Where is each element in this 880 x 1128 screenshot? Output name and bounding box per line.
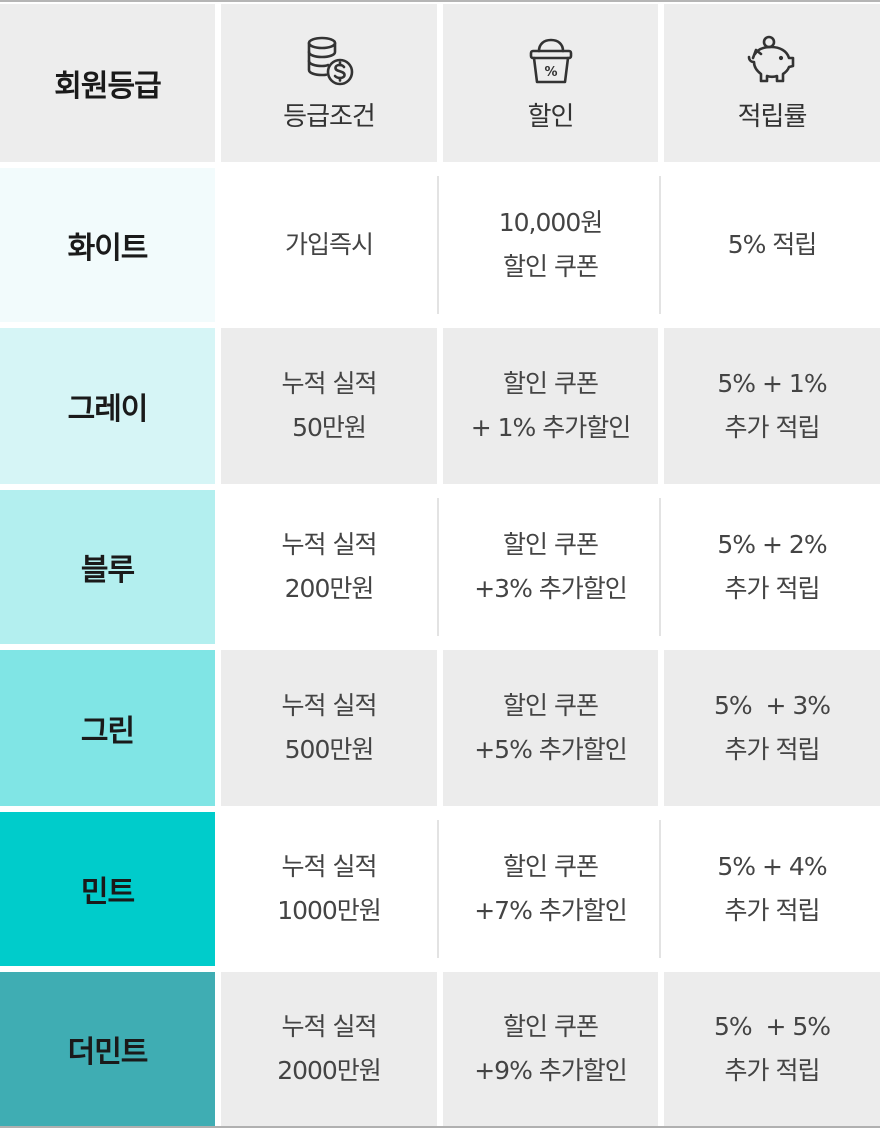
condition-text: 50만원: [292, 413, 367, 442]
rate-text: 추가 적립: [724, 1056, 821, 1085]
grade-name: 그레이: [67, 392, 149, 427]
grade-name: 그린: [80, 714, 135, 749]
condition-text: 누적 실적: [281, 530, 378, 559]
header-discount-label: 할인: [527, 101, 575, 132]
column-divider: [437, 176, 439, 314]
table-row: 그레이 누적 실적 50만원 할인 쿠폰 + 1% 추가할인 5% + 1% 추…: [0, 328, 880, 484]
discount-text: 할인 쿠폰: [503, 369, 599, 398]
condition-cell: 누적 실적 1000만원: [221, 812, 437, 966]
header-condition-cell: 등급조건: [221, 4, 437, 162]
discount-text: 할인 쿠폰: [503, 852, 599, 881]
condition-text: 500만원: [284, 735, 375, 764]
table-row: 더민트 누적 실적 2000만원 할인 쿠폰 +9% 추가할인 5% + 5% …: [0, 972, 880, 1126]
table-row: 블루 누적 실적 200만원 할인 쿠폰 +3% 추가할인 5% + 2% 추가…: [0, 490, 880, 644]
discount-cell: 할인 쿠폰 +9% 추가할인: [443, 972, 658, 1126]
condition-cell: 누적 실적 200만원: [221, 490, 437, 644]
header-rate-cell: 적립률: [664, 4, 880, 162]
table-row: 민트 누적 실적 1000만원 할인 쿠폰 +7% 추가할인 5% + 4% 추…: [0, 812, 880, 966]
discount-cell: 10,000원 할인 쿠폰: [443, 168, 658, 322]
rate-text: 추가 적립: [724, 735, 821, 764]
piggy-bank-icon: [747, 35, 795, 82]
discount-cell: 할인 쿠폰 +3% 추가할인: [443, 490, 658, 644]
column-divider: [659, 820, 661, 958]
grade-name: 더민트: [67, 1035, 149, 1070]
grade-cell: 더민트: [0, 972, 215, 1126]
rate-cell: 5% 적립: [664, 168, 880, 322]
discount-text: 10,000원: [498, 208, 603, 237]
discount-cell: 할인 쿠폰 +5% 추가할인: [443, 650, 658, 806]
rate-cell: 5% + 1% 추가 적립: [664, 328, 880, 484]
rate-text: 5% + 1%: [717, 369, 827, 398]
svg-text:%: %: [544, 65, 557, 80]
rate-text: 5% + 4%: [717, 852, 827, 881]
discount-text: +7% 추가할인: [474, 896, 628, 925]
header-row: 회원등급 등급조건: [0, 4, 880, 162]
table-row: 화이트 가입즉시 10,000원 할인 쿠폰 5% 적립: [0, 168, 880, 322]
rate-cell: 5% + 5% 추가 적립: [664, 972, 880, 1126]
header-rate-label: 적립률: [737, 101, 808, 132]
discount-text: 할인 쿠폰: [503, 691, 599, 720]
grade-cell: 그레이: [0, 328, 215, 484]
rate-cell: 5% + 2% 추가 적립: [664, 490, 880, 644]
rate-text: 추가 적립: [724, 896, 821, 925]
rate-text: 5% + 3%: [713, 691, 831, 720]
condition-text: 누적 실적: [281, 369, 378, 398]
rate-text: 5% + 5%: [713, 1012, 831, 1041]
grade-cell: 그린: [0, 650, 215, 806]
table-row: 그린 누적 실적 500만원 할인 쿠폰 +5% 추가할인 5% + 3% 추가…: [0, 650, 880, 806]
rate-text: 5% + 2%: [717, 530, 827, 559]
column-divider: [437, 820, 439, 958]
rate-text: 추가 적립: [724, 413, 821, 442]
rate-text: 추가 적립: [724, 574, 821, 603]
grade-name: 민트: [80, 875, 135, 910]
discount-text: +5% 추가할인: [474, 735, 628, 764]
column-divider: [437, 498, 439, 636]
condition-text: 1000만원: [277, 896, 382, 925]
coins-dollar-icon: [307, 36, 354, 85]
header-condition-label: 등급조건: [283, 101, 376, 132]
discount-text: + 1% 추가할인: [470, 413, 632, 442]
condition-text: 누적 실적: [281, 1012, 378, 1041]
discount-cell: 할인 쿠폰 +7% 추가할인: [443, 812, 658, 966]
rate-cell: 5% + 3% 추가 적립: [664, 650, 880, 806]
percent-basket-icon: %: [529, 38, 572, 83]
discount-cell: 할인 쿠폰 + 1% 추가할인: [443, 328, 658, 484]
condition-text: 누적 실적: [281, 691, 378, 720]
discount-text: 할인 쿠폰: [503, 530, 599, 559]
condition-text: 200만원: [284, 574, 375, 603]
grade-name: 블루: [80, 553, 135, 588]
condition-cell: 누적 실적 500만원: [221, 650, 437, 806]
rate-text: 5% 적립: [727, 230, 818, 259]
column-divider: [659, 498, 661, 636]
grade-cell: 블루: [0, 490, 215, 644]
grade-cell: 화이트: [0, 168, 215, 322]
condition-cell: 누적 실적 50만원: [221, 328, 437, 484]
discount-text: 할인 쿠폰: [503, 1012, 599, 1041]
column-divider: [659, 176, 661, 314]
condition-cell: 가입즉시: [221, 168, 437, 322]
discount-text: 할인 쿠폰: [503, 252, 599, 281]
condition-cell: 누적 실적 2000만원: [221, 972, 437, 1126]
grade-name: 화이트: [67, 231, 149, 266]
header-discount-cell: % 할인: [443, 4, 658, 162]
header-grade-label: 회원등급: [54, 69, 161, 104]
discount-text: +9% 추가할인: [474, 1056, 628, 1085]
grade-cell: 민트: [0, 812, 215, 966]
condition-text: 2000만원: [277, 1056, 382, 1085]
discount-text: +3% 추가할인: [474, 574, 628, 603]
header-grade-cell: 회원등급: [0, 4, 215, 162]
condition-text: 누적 실적: [281, 852, 378, 881]
rate-cell: 5% + 4% 추가 적립: [664, 812, 880, 966]
condition-text: 가입즉시: [284, 230, 374, 259]
